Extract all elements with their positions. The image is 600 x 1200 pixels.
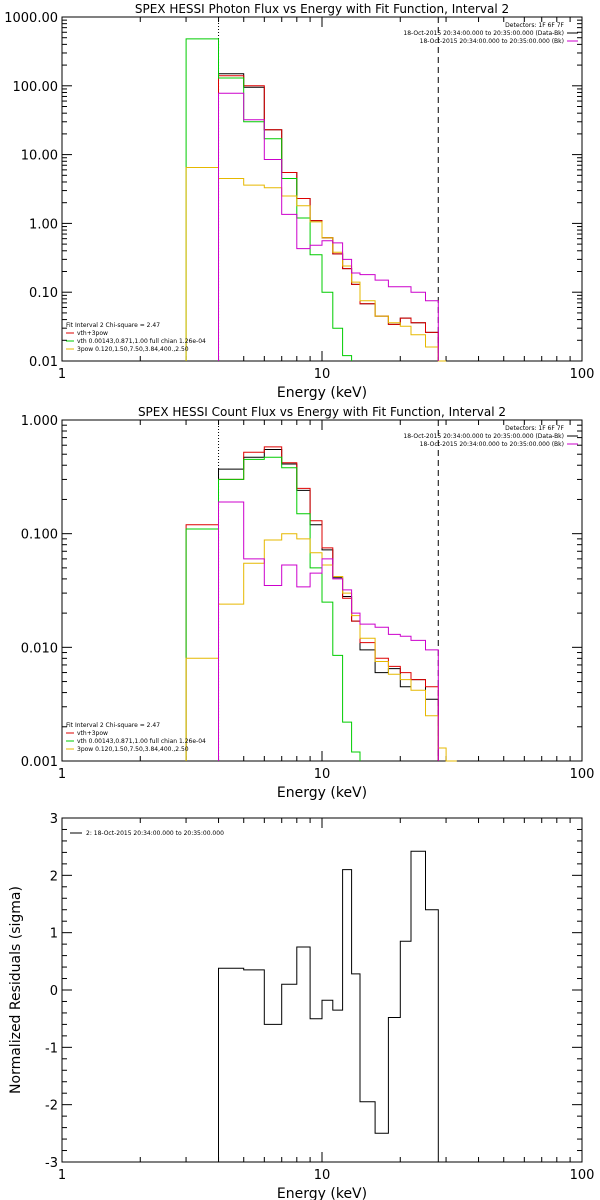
photon-flux-panel: SPEX HESSI Photon Flux vs Energy with Fi…: [4, 2, 594, 401]
legend-entry: vth 0.00143,0.871,1.00 full chian 1.26e-…: [77, 338, 206, 345]
legend-entry: Detectors: 1F 6F 7F: [505, 425, 564, 432]
series-1-line: [218, 75, 439, 361]
x-axis-label: Energy (keV): [277, 385, 367, 401]
x-tick-label: 1: [58, 367, 66, 382]
legend-entry: Fit Interval 2 Chi-square = 2.47: [66, 722, 160, 729]
y-axis-label: Normalized Residuals (sigma): [8, 886, 24, 1094]
x-tick-label: 1: [58, 767, 66, 782]
y-tick-label: -3: [45, 1156, 58, 1171]
legend-entry: vth+3pow: [77, 730, 108, 737]
legend-entry: 18-Oct-2015 20:34:00.000 to 20:35:00.000…: [420, 38, 564, 45]
y-tick-label: 1.00: [29, 217, 58, 232]
y-tick-label: 0.010: [21, 641, 58, 656]
series-4-line: [218, 501, 439, 761]
y-tick-label: -1: [45, 1041, 58, 1056]
legend-entry: 3pow 0.120,1.50,7.50,3.84,400.,2.50: [77, 346, 189, 353]
y-tick-label: 100.00: [13, 80, 59, 95]
legend-entry: 3pow 0.120,1.50,7.50,3.84,400.,2.50: [77, 746, 189, 753]
chart-title: SPEX HESSI Count Flux vs Energy with Fit…: [138, 405, 506, 419]
chart-title: SPEX HESSI Photon Flux vs Energy with Fi…: [135, 2, 509, 16]
y-tick-label: -2: [45, 1099, 58, 1114]
y-tick-label: 2: [50, 869, 58, 884]
y-tick-label: 0: [50, 984, 58, 999]
y-tick-label: 3: [50, 812, 58, 827]
y-tick-label: 0.10: [29, 286, 58, 301]
x-tick-label: 100: [570, 1168, 595, 1183]
x-tick-label: 10: [314, 367, 331, 382]
x-tick-label: 100: [570, 767, 595, 782]
legend-entry: vth+3pow: [77, 330, 108, 337]
series-0-line: [218, 449, 439, 761]
x-axis-label: Energy (keV): [277, 785, 367, 801]
legend-entry: vth 0.00143,0.871,1.00 full chian 1.26e-…: [77, 738, 206, 745]
count-flux-panel: SPEX HESSI Count Flux vs Energy with Fit…: [21, 405, 595, 801]
x-tick-label: 10: [314, 767, 331, 782]
y-tick-label: 10.00: [21, 149, 58, 164]
series-2-line: [185, 456, 361, 761]
y-tick-label: 0.100: [21, 528, 58, 543]
series-2-line: [185, 38, 353, 361]
legend-entry: Detectors: 1F 6F 7F: [505, 22, 564, 29]
series-4-line: [218, 92, 439, 361]
y-tick-label: 1: [50, 927, 58, 942]
y-tick-label: 0.001: [21, 755, 58, 770]
x-tick-label: 1: [58, 1168, 66, 1183]
plot-frame: [61, 16, 583, 362]
series-3-line: [185, 167, 447, 362]
series-3-line: [185, 533, 457, 762]
y-tick-label: 1.000: [21, 414, 58, 429]
series-0-line: [218, 850, 439, 1162]
legend-entry: 18-Oct-2015 20:34:00.000 to 20:35:00.000…: [403, 433, 564, 440]
x-axis-label: Energy (keV): [277, 1186, 367, 1200]
x-tick-label: 10: [314, 1168, 331, 1183]
y-tick-label: 0.01: [29, 355, 58, 370]
legend-entry: Fit Interval 2 Chi-square = 2.47: [66, 322, 160, 329]
x-tick-label: 100: [570, 367, 595, 382]
legend-entry: 18-Oct-2015 20:34:00.000 to 20:35:00.000…: [403, 30, 564, 37]
legend-entry: 2: 18-Oct-2015 20:34:00.000 to 20:35:00.…: [86, 830, 224, 837]
legend-entry: 18-Oct-2015 20:34:00.000 to 20:35:00.000…: [420, 441, 564, 448]
plot-frame: [61, 817, 583, 1163]
y-tick-label: 1000.00: [4, 11, 58, 26]
